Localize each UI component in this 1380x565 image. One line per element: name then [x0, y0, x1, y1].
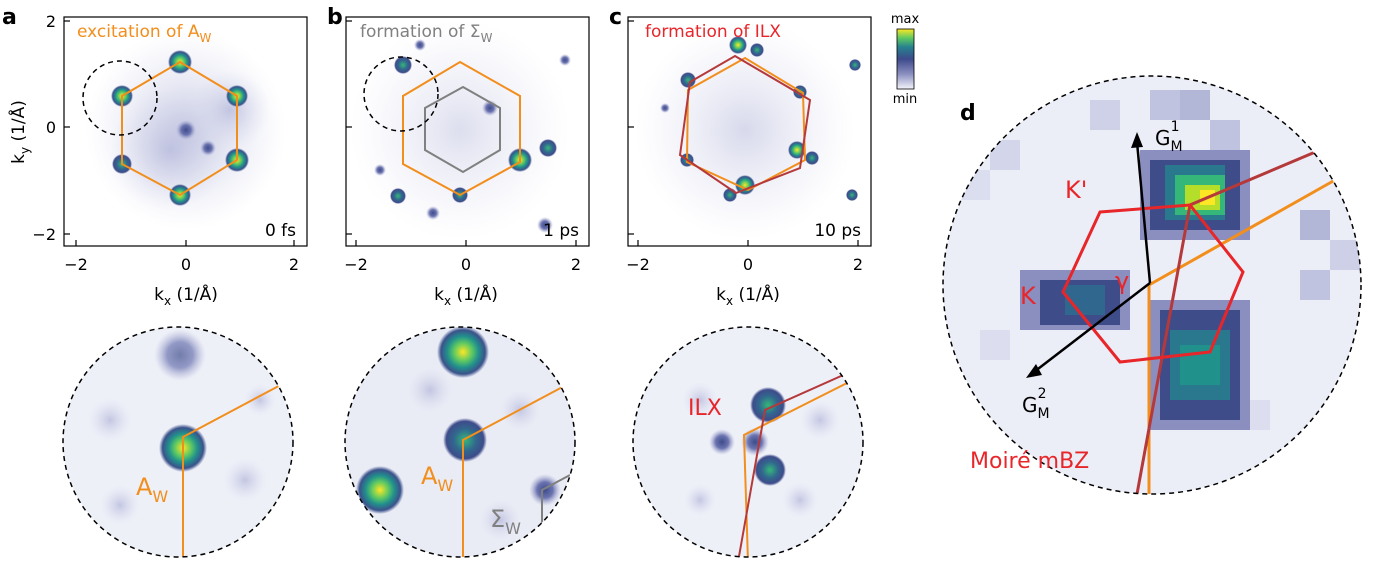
- x-axis-label: kx (1/Å): [154, 283, 218, 308]
- panel-letter-d: d: [960, 101, 976, 126]
- panel-title-a: excitation of AW: [77, 22, 211, 45]
- zoom-border: [62, 326, 294, 558]
- zoom-circle-marker: [363, 56, 439, 132]
- xtick: 0: [461, 255, 471, 274]
- g-m2-vector: [1033, 282, 1151, 373]
- map-c: [635, 20, 861, 240]
- panel-b: b formation of ΣW 1 ps −2 0 2 kx (1/Å): [327, 5, 590, 308]
- colorbar-max-label: max: [891, 12, 920, 27]
- brillouin-zone-hexagon: [402, 60, 521, 197]
- panel-title-c: formation of ILX: [645, 22, 781, 42]
- moire-mbz-hexagon: [1061, 203, 1245, 364]
- xtick: 0: [743, 255, 753, 274]
- ytick: −2: [32, 225, 56, 244]
- a-w-label: AW: [421, 462, 453, 495]
- spot: [754, 454, 786, 486]
- colorbar: max min: [891, 12, 920, 107]
- x-axis-label: kx (1/Å): [434, 283, 498, 308]
- axes-frame-c: [627, 16, 872, 247]
- xtick: 2: [571, 255, 581, 274]
- panel-letter-c: c: [609, 5, 622, 30]
- moire-hexagon: [678, 54, 812, 195]
- colorbar-gradient: [896, 28, 915, 90]
- xtick: −2: [626, 255, 650, 274]
- sigma-hexagon: [424, 85, 501, 174]
- zoom-border-d: [942, 75, 1362, 495]
- ilx-label: ILX: [688, 396, 722, 421]
- panel-c: c formation of ILX 10 ps −2 0 2 kx (: [609, 5, 872, 308]
- zoom-border: [632, 326, 864, 558]
- panel-d: d: [942, 75, 1362, 495]
- brillouin-zone-hexagon: [121, 60, 238, 197]
- ytick: 0: [46, 118, 56, 137]
- ilx-spot: [750, 387, 786, 423]
- xtick: 2: [853, 255, 863, 274]
- k-label: K: [1020, 282, 1037, 310]
- time-label-b: 1 ps: [543, 221, 579, 241]
- map-b: [350, 20, 571, 240]
- xtick: 0: [181, 255, 191, 274]
- xtick: −2: [64, 255, 88, 274]
- xtick: 2: [289, 255, 299, 274]
- g-m1-vector: [1135, 141, 1152, 284]
- panel-letter-a: a: [2, 5, 17, 30]
- ytick: 2: [46, 12, 56, 31]
- panel-a: a excitation of AW 0 fs −2 0 2 2 0 −2: [2, 5, 308, 308]
- x-axis-label: kx (1/Å): [716, 283, 780, 308]
- sigma-w-label: ΣW: [490, 505, 521, 538]
- gamma-label: γ: [1115, 267, 1129, 295]
- g-m1-label: GM1: [1155, 119, 1183, 155]
- panel-letter-b: b: [327, 5, 343, 30]
- colorbar-min-label: min: [893, 92, 918, 107]
- map-a: [86, 30, 286, 230]
- panel-title-b: formation of ΣW: [360, 22, 493, 45]
- g-m2-label: GM2: [1022, 386, 1050, 422]
- axes-frame-b: [345, 16, 590, 247]
- k-prime-label: K': [1065, 176, 1087, 204]
- time-label-a: 0 fs: [265, 221, 296, 241]
- zoom-b: AW ΣW: [344, 326, 576, 558]
- spot: [356, 466, 404, 514]
- moire-mbz-label: Moiré mBZ: [970, 449, 1089, 474]
- spot: [437, 327, 489, 378]
- xtick: −2: [344, 255, 368, 274]
- zoom-circle-marker: [82, 60, 158, 136]
- a-w-label: AW: [136, 473, 168, 506]
- y-axis-label: ky (1/Å): [7, 100, 32, 164]
- zoom-a: AW: [62, 326, 294, 558]
- time-label-c: 10 ps: [814, 221, 861, 241]
- zoom-c: ILX: [632, 326, 864, 558]
- zoom-border: [344, 326, 576, 558]
